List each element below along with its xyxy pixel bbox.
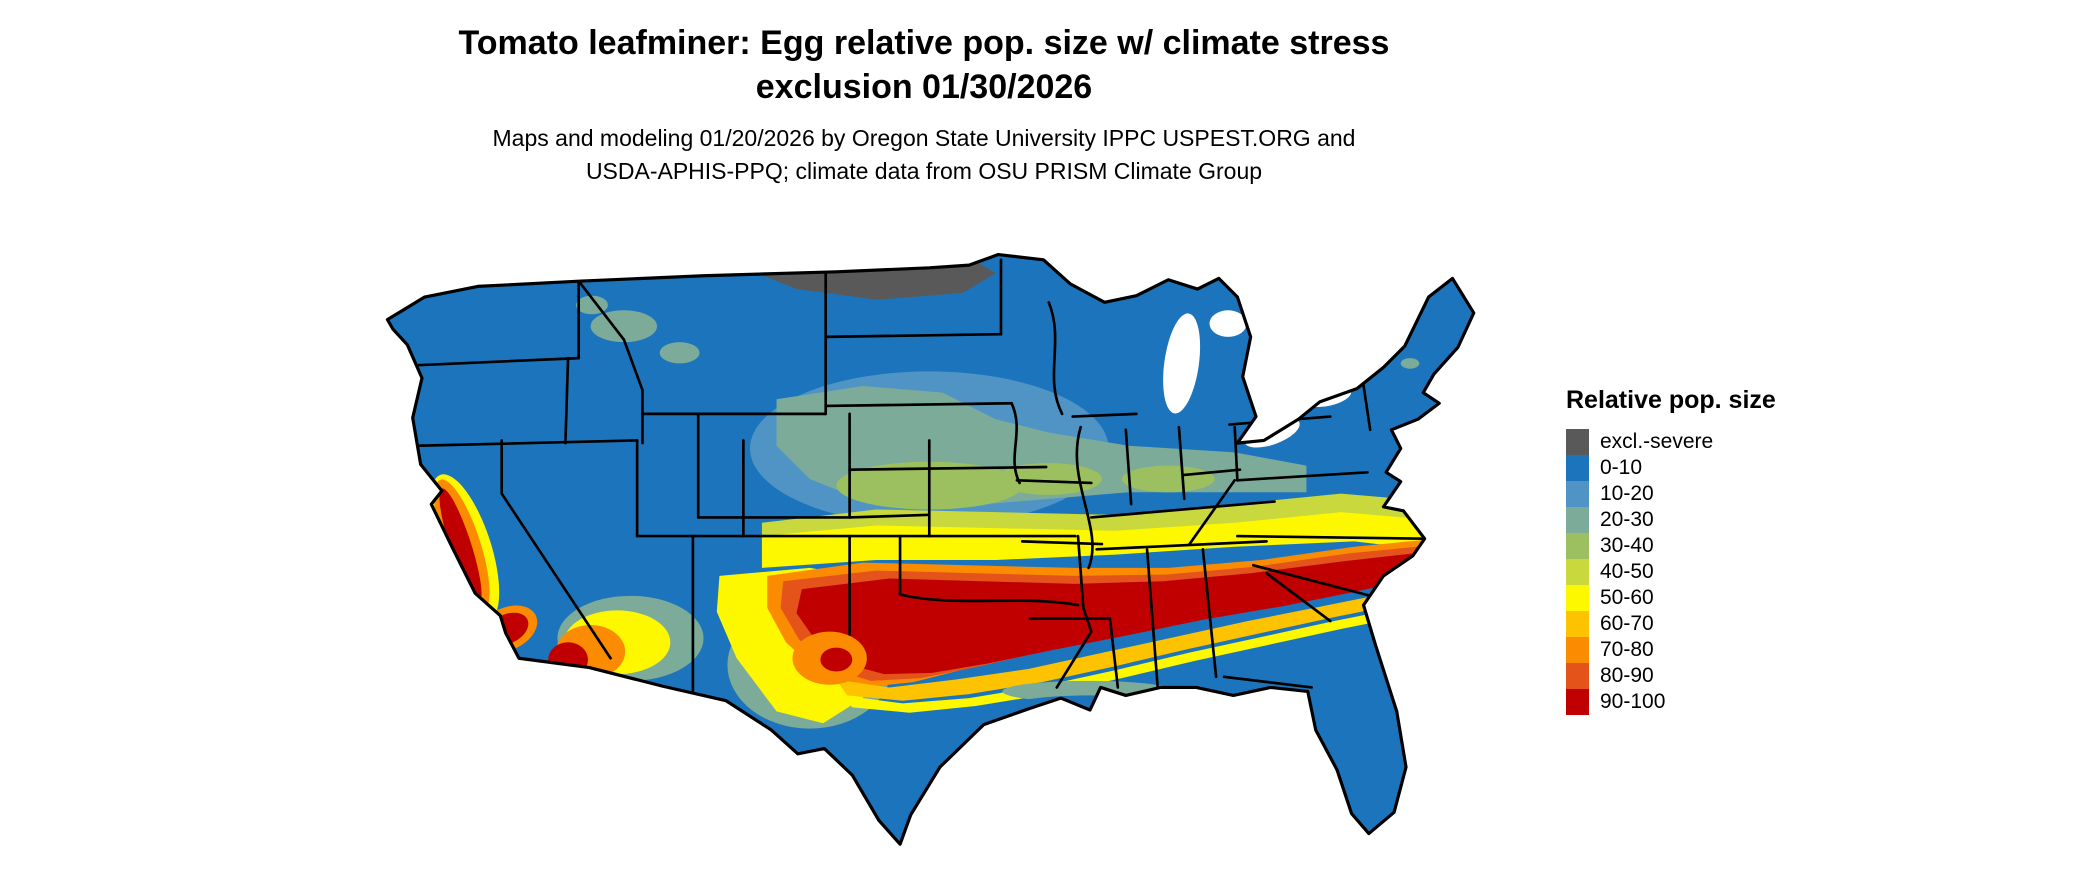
legend-item-label: 0-10: [1600, 456, 1643, 479]
legend-item-label: 40-50: [1600, 560, 1654, 583]
region-20-30-newengland-fleck: [1400, 358, 1420, 369]
map-title-line1: Tomato leafminer: Egg relative pop. size…: [458, 24, 1390, 62]
legend-item-label: 60-70: [1600, 612, 1654, 635]
legend-list: excl.-severe 0-10 10-20 20-30 30-40 40-50 50-6…: [1566, 429, 1776, 715]
legend-item: 0-10: [1566, 455, 1776, 481]
region-90-100-wa-coast-speck: [396, 282, 405, 291]
region-30-40-missouri: [995, 463, 1102, 495]
map-title-line2: exclusion 01/30/2026: [755, 67, 1093, 106]
region-90-100-core: [796, 552, 1456, 675]
region-90-100-pecos: [820, 647, 853, 672]
map-subtitle-line2: USDA-APHIS-PPQ; climate data from OSU PR…: [585, 158, 1263, 185]
map-subtitle-line1: Maps and modeling 01/20/2026 by Oregon S…: [492, 125, 1356, 151]
legend-item-label: excl.-severe: [1600, 430, 1714, 453]
legend-swatch: [1566, 611, 1589, 637]
lake-huron: [1209, 310, 1247, 337]
legend-swatch: [1566, 507, 1589, 533]
legend-title: Relative pop. size: [1566, 386, 1776, 414]
legend-item: 50-60: [1566, 585, 1776, 611]
legend-item: 20-30: [1566, 507, 1776, 533]
legend-item: excl.-severe: [1566, 429, 1776, 455]
region-20-30-newyork-fleck: [1254, 413, 1279, 425]
us-outline: [385, 252, 1476, 846]
state-borders: [396, 258, 1428, 697]
legend-item: 40-50: [1566, 559, 1776, 585]
legend-item-label: 20-30: [1600, 508, 1654, 531]
legend-swatch: [1566, 689, 1589, 715]
region-90-100-central-valley: [439, 488, 482, 603]
legend-swatch: [1566, 481, 1589, 507]
legend-item: 60-70: [1566, 611, 1776, 637]
map-subtitle: Maps and modeling 01/20/2026 by Oregon S…: [0, 122, 1848, 189]
legend-item-label: 90-100: [1600, 690, 1666, 713]
legend-item-label: 30-40: [1600, 534, 1654, 557]
region-70-80-or-coast-speck: [404, 364, 413, 373]
legend-swatch: [1566, 559, 1589, 585]
legend-swatch: [1566, 455, 1589, 481]
legend-swatch: [1566, 637, 1589, 663]
map-title: Tomato leafminer: Egg relative pop. size…: [0, 22, 1848, 109]
legend-item: 70-80: [1566, 637, 1776, 663]
legend-item-label: 70-80: [1600, 638, 1654, 661]
region-90-100-arizona: [548, 642, 588, 677]
legend-item: 90-100: [1566, 689, 1776, 715]
region-20-30-montana: [659, 342, 700, 364]
legend-item: 80-90: [1566, 663, 1776, 689]
legend-item-label: 10-20: [1600, 482, 1654, 505]
legend-item: 10-20: [1566, 481, 1776, 507]
us-choropleth-map: [300, 220, 1532, 884]
legend-swatch: [1566, 663, 1589, 689]
region-50-60-band: [761, 512, 1474, 568]
legend-item-label: 80-90: [1600, 664, 1654, 687]
legend-swatch: [1566, 533, 1589, 559]
legend-swatch: [1566, 429, 1589, 455]
us-map-svg: [385, 252, 1476, 846]
legend-item-label: 50-60: [1600, 586, 1654, 609]
region-30-40-illinois: [1121, 465, 1215, 493]
legend: Relative pop. size excl.-severe 0-10 10-20…: [1566, 386, 1776, 715]
legend-item: 30-40: [1566, 533, 1776, 559]
legend-swatch: [1566, 585, 1589, 611]
lake-michigan: [1163, 313, 1201, 414]
